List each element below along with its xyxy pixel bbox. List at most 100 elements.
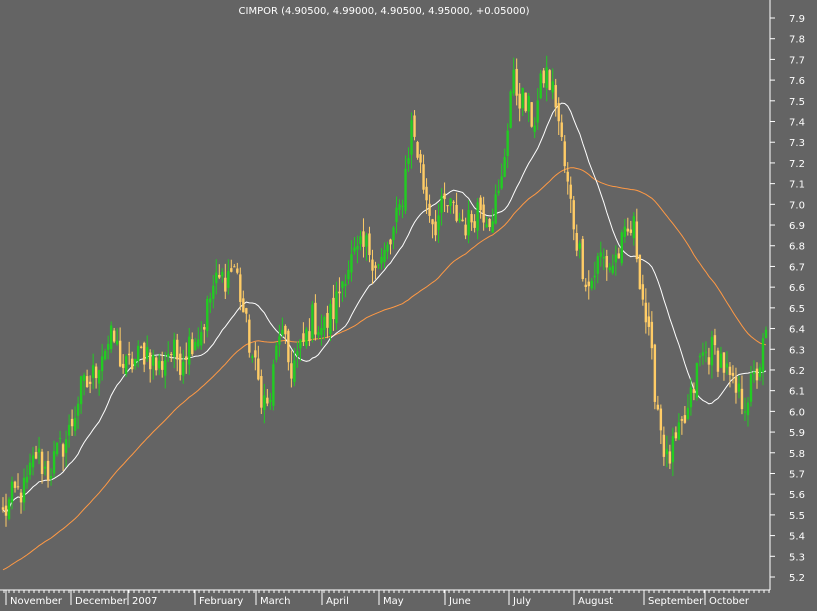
candle-body	[698, 356, 702, 358]
candle-body	[350, 254, 353, 273]
candle-body	[650, 321, 654, 349]
candle-body	[49, 475, 53, 479]
candle-body	[13, 481, 17, 488]
candle-body	[19, 492, 23, 503]
candle-body	[377, 264, 380, 266]
candle-body	[37, 448, 41, 453]
x-tick-label: September	[648, 596, 704, 607]
candle-body	[512, 69, 515, 94]
y-tick-label: 6.1	[789, 387, 805, 398]
candle-body	[518, 93, 521, 109]
candle-body	[443, 193, 446, 200]
candle-body	[299, 339, 302, 349]
candle-body	[401, 205, 404, 207]
candle-body	[611, 265, 614, 274]
candle-body	[509, 91, 512, 128]
candle-body	[503, 157, 506, 177]
candle-body	[362, 231, 365, 247]
candle-body	[323, 317, 326, 331]
candle-body	[587, 281, 590, 287]
candle-body	[79, 376, 83, 405]
candle-body	[188, 336, 191, 365]
candle-body	[626, 228, 630, 232]
candle-body	[182, 361, 185, 376]
candle-body	[662, 434, 666, 457]
candle-body	[356, 245, 359, 250]
candle-body	[251, 356, 254, 359]
candle-body	[521, 87, 524, 109]
candle-body	[329, 303, 332, 334]
candle-body	[692, 389, 696, 393]
candle-body	[40, 451, 44, 474]
candle-body	[320, 327, 323, 336]
candle-body	[109, 325, 113, 350]
candle-body	[118, 340, 122, 367]
candle-body	[689, 387, 693, 408]
candle-body	[725, 363, 729, 368]
y-tick-label: 6.6	[789, 283, 805, 294]
candle-body	[563, 141, 566, 167]
y-tick-label: 6.2	[789, 366, 805, 377]
candle-body	[620, 232, 624, 264]
candle-body	[623, 226, 627, 237]
candle-body	[353, 247, 356, 252]
y-tick-label: 5.9	[789, 428, 805, 439]
candle-body	[287, 330, 290, 363]
candle-body	[302, 333, 305, 342]
candle-body	[488, 219, 491, 228]
candle-body	[194, 341, 197, 350]
candle-body	[269, 400, 272, 402]
candle-body	[716, 350, 720, 372]
candlesticks	[1, 55, 768, 527]
candle-body	[440, 195, 443, 213]
candle-body	[614, 254, 618, 263]
candle-body	[91, 365, 95, 378]
candle-body	[148, 352, 152, 370]
candle-body	[761, 338, 765, 373]
candle-body	[278, 336, 281, 345]
candle-body	[416, 142, 419, 158]
candle-body	[752, 372, 756, 374]
candle-body	[584, 284, 587, 288]
candle-body	[76, 403, 80, 416]
x-axis: November December 2007 February March April Ma…	[0, 589, 770, 607]
candle-body	[602, 256, 605, 259]
candle-body	[242, 298, 245, 313]
candle-body	[506, 130, 509, 157]
y-tick-label: 7.1	[789, 180, 805, 191]
candle-body	[206, 298, 209, 332]
y-tick-label: 6.5	[789, 304, 805, 315]
candle-body	[293, 360, 296, 383]
candle-body	[296, 351, 299, 356]
candle-body	[100, 356, 104, 372]
candle-body	[121, 363, 125, 368]
candle-body	[590, 280, 593, 289]
candle-body	[425, 186, 428, 201]
x-tick-label: December	[75, 596, 128, 607]
candle-body	[545, 67, 548, 89]
candle-body	[422, 164, 425, 190]
y-tick-label: 5.4	[789, 532, 805, 543]
candle-body	[197, 339, 200, 347]
candle-body	[704, 351, 708, 353]
candle-body	[170, 354, 173, 356]
candle-body	[551, 81, 554, 93]
candle-body	[569, 184, 572, 199]
candle-body	[85, 376, 89, 388]
candle-body	[22, 477, 26, 503]
candle-body	[743, 411, 747, 413]
candle-body	[764, 329, 768, 339]
candle-body	[4, 505, 8, 516]
candle-body	[34, 451, 38, 459]
candle-body	[236, 268, 239, 273]
candle-body	[731, 372, 735, 376]
candle-body	[257, 358, 260, 380]
candle-body	[1, 507, 5, 510]
candle-body	[58, 438, 62, 440]
moving-average-long	[2, 167, 767, 571]
candle-body	[560, 122, 563, 137]
candle-body	[755, 368, 759, 381]
candle-body	[497, 190, 500, 194]
candle-body	[10, 481, 14, 503]
